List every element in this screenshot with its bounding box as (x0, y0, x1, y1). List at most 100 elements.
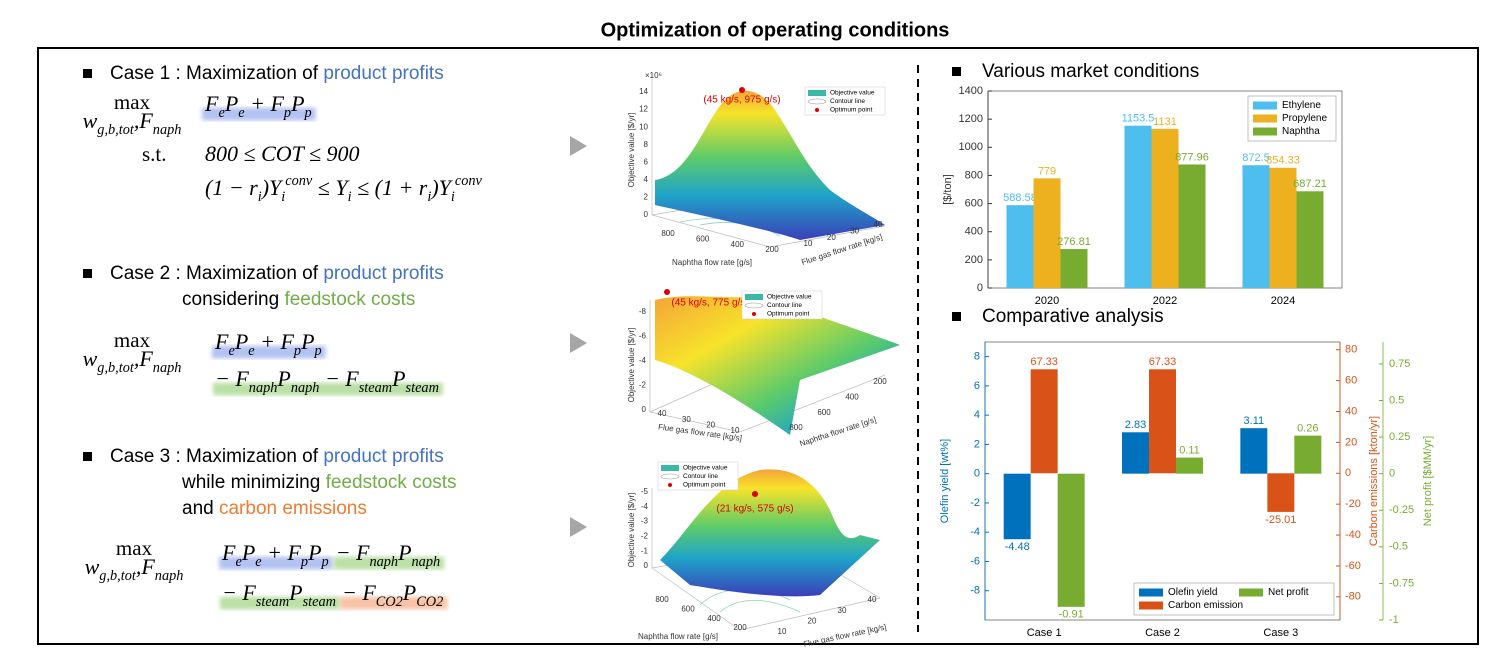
y2-tick-label: 20 (1345, 436, 1357, 448)
y2-tick-label: 40 (1345, 405, 1357, 417)
flue-tick-label: 10 (731, 426, 740, 435)
z-tick-label: 0 (642, 405, 647, 414)
bar (1060, 249, 1088, 288)
naphtha-tick-label: 600 (681, 604, 695, 613)
value-label: 3.11 (1244, 415, 1265, 427)
value-label: 854.33 (1266, 155, 1300, 167)
z-axis-label: Objective value [$/yr] (627, 328, 636, 403)
legend-swatch (807, 98, 827, 105)
optimum-point (739, 87, 745, 93)
plot-legend-label: Objective value (767, 294, 812, 301)
legend-label: Net profit (1268, 587, 1309, 598)
y3-tick-label: 0 (1389, 468, 1395, 480)
z-tick-label: -6 (639, 332, 647, 341)
case-text-part: and (182, 498, 219, 519)
z-axis-label: Objective value [$/yr] (627, 113, 636, 188)
optimum-point (752, 491, 758, 497)
flue-tick-label: 30 (850, 226, 859, 235)
z-tick-label: 10 (639, 122, 648, 131)
legend-swatch (808, 90, 826, 96)
flue-tick-label: 20 (827, 233, 836, 242)
bar (1057, 473, 1085, 607)
arrows (570, 136, 587, 537)
naphtha-tick-label: 400 (707, 614, 721, 623)
legend-swatch (1239, 588, 1263, 597)
equation-term: − FsteamPsteam (222, 580, 336, 610)
equation-term: FePe + FpPp (221, 540, 329, 570)
case-text-part: product profits (323, 63, 443, 84)
y3-tick-label: 0.25 (1389, 431, 1410, 443)
bar (1033, 178, 1061, 288)
z-tick-label: 6 (644, 157, 649, 166)
y-axis-label: [$/ton] (942, 174, 954, 205)
z-tick-label: 2 (644, 193, 649, 202)
z-tick-label: -2 (641, 532, 649, 541)
max-variables: wg,b,tot,Fnaph (85, 554, 184, 584)
case-text-part: product profits (323, 446, 443, 467)
x-tick-label: 2020 (1035, 295, 1059, 307)
y-tick-label: -6 (970, 555, 980, 567)
case-text: Case 2 : Maximization of product profits (110, 263, 444, 284)
z-tick-label: -4 (641, 502, 649, 511)
y2-tick-label: 0 (1345, 467, 1351, 479)
y3-tick-label: -0.25 (1389, 504, 1414, 516)
value-label: 2.83 (1125, 419, 1146, 431)
naphtha-tick-label: 200 (733, 623, 747, 632)
legend-swatch (1253, 127, 1277, 136)
value-label: 67.33 (1030, 356, 1058, 368)
case-text-part: Case 3 : Maximization of (110, 446, 323, 467)
legend-swatch (1139, 601, 1163, 610)
bar (1122, 432, 1149, 474)
plot-legend-label: Contour line (767, 302, 802, 309)
value-label: 872.5 (1242, 152, 1270, 164)
case-text-part: product profits (323, 263, 443, 284)
equation-term: − FCO2PCO2 (342, 580, 443, 610)
y-tick-label: 600 (965, 197, 983, 209)
naphtha-tick-label: 200 (765, 245, 779, 254)
bullet (952, 312, 961, 321)
bar (1269, 167, 1297, 288)
case-text: and carbon emissions (182, 498, 367, 519)
z-tick-label: 0 (644, 210, 649, 219)
naphtha-tick-label: 800 (789, 423, 803, 432)
value-label: 877.96 (1175, 151, 1209, 163)
z-tick-label: 0 (644, 561, 649, 570)
highlight (220, 596, 340, 610)
y3-tick-label: -1 (1389, 614, 1399, 626)
value-label: 687.21 (1293, 178, 1327, 190)
z-tick-label: 8 (644, 140, 649, 149)
constraint: 800 ≤ COT ≤ 900 (205, 141, 360, 166)
bullet (83, 269, 92, 278)
y-tick-label: 2 (974, 438, 980, 450)
bar (1030, 369, 1058, 474)
value-label: -0.91 (1059, 609, 1084, 621)
bar (1149, 369, 1176, 474)
plot-legend-label: Optimum point (767, 311, 809, 318)
y-tick-label: 400 (965, 226, 983, 238)
value-label: 0.11 (1179, 444, 1200, 456)
plot-legend-label: Objective value (830, 90, 875, 97)
highlight (333, 556, 445, 570)
flue-tick-label: 30 (682, 415, 691, 424)
y-tick-label: 800 (965, 169, 983, 181)
bar (1151, 128, 1179, 288)
plot-legend-label: Objective value (683, 465, 728, 472)
y-axis-label: Olefin yield [wt%] (939, 439, 951, 523)
case-text-part: Case 2 : Maximization of (110, 263, 323, 284)
legend-label: Naphtha (1282, 126, 1320, 137)
naphtha-tick-label: 400 (731, 240, 745, 249)
bar (1267, 473, 1295, 512)
z-tick-label: -8 (639, 307, 647, 316)
plot-legend-label: Optimum point (683, 482, 725, 489)
optimum-label: (45 kg/s, 975 g/s) (703, 95, 780, 106)
bar (1178, 164, 1206, 288)
subject-to: s.t. (142, 142, 167, 166)
case-text-part: carbon emissions (219, 498, 367, 519)
y-tick-label: 200 (965, 254, 983, 266)
flue-tick-label: 20 (808, 616, 817, 625)
legend-swatch (1253, 114, 1277, 123)
frame (37, 47, 1479, 645)
legend-label: Ethylene (1282, 100, 1321, 111)
case-text-part: considering (182, 289, 284, 310)
